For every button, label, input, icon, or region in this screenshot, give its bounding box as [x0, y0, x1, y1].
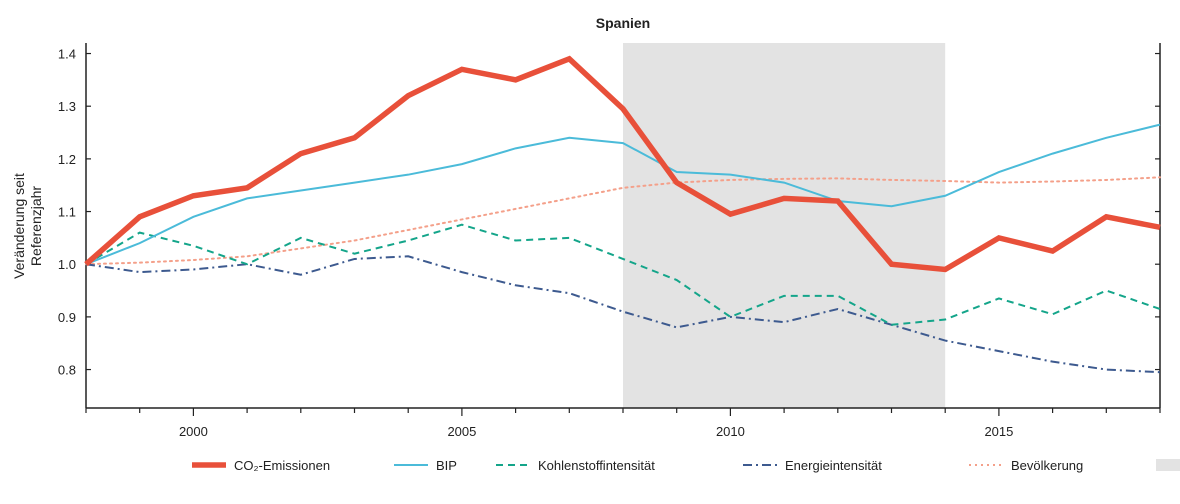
- series-line-0: [84, 55, 1161, 273]
- y-tick-label: 1.3: [58, 99, 76, 114]
- x-tick-label: 2015: [984, 424, 1013, 439]
- legend-label: BIP: [436, 458, 457, 473]
- series-line-3: [85, 255, 1161, 374]
- legend-label: Kohlenstoffintensität: [538, 458, 655, 473]
- series-line-2: [85, 223, 1161, 326]
- x-tick-label: 2005: [447, 424, 476, 439]
- x-tick-label: 2000: [179, 424, 208, 439]
- x-tick-label: 2010: [716, 424, 745, 439]
- y-axis-label-line: Veränderung seit: [11, 173, 27, 279]
- series-line-4: [85, 176, 1161, 266]
- shaded-region-krise: [623, 43, 946, 408]
- y-tick-label: 1.0: [58, 257, 76, 272]
- chart-title: Spanien: [596, 15, 650, 31]
- legend-swatch: [1156, 459, 1180, 471]
- series-line-1: [85, 123, 1161, 266]
- legend-label: Bevölkerung: [1011, 458, 1083, 473]
- y-axis-label-line: Referenzjahr: [28, 186, 44, 266]
- y-tick-label: 1.2: [58, 152, 76, 167]
- y-axis-label: Veränderung seitReferenzjahr: [11, 173, 44, 279]
- y-tick-label: 0.8: [58, 363, 76, 378]
- legend-label: CO₂-Emissionen: [234, 458, 330, 473]
- y-tick-label: 0.9: [58, 310, 76, 325]
- y-tick-label: 1.1: [58, 205, 76, 220]
- y-tick-label: 1.4: [58, 47, 76, 62]
- legend-label: Energieintensität: [785, 458, 882, 473]
